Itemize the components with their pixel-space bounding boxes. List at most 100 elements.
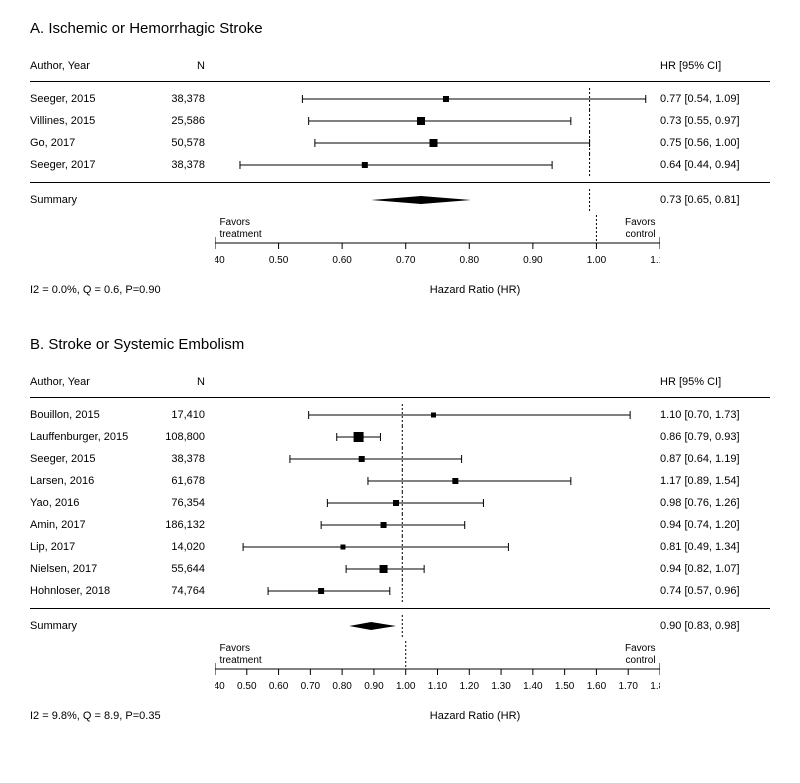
- svg-text:1.00: 1.00: [587, 255, 607, 266]
- forest-row-svg: [215, 536, 652, 558]
- study-author: Lip, 2017: [30, 541, 145, 553]
- study-hr-ci: 1.10 [0.70, 1.73]: [652, 409, 770, 421]
- svg-text:1.70: 1.70: [618, 681, 638, 692]
- svg-text:0.90: 0.90: [364, 681, 384, 692]
- study-author: Lauffenburger, 2015: [30, 431, 145, 443]
- study-hr-ci: 0.75 [0.56, 1.00]: [652, 137, 770, 149]
- study-hr-ci: 0.74 [0.57, 0.96]: [652, 585, 770, 597]
- forest-row-svg: [215, 448, 652, 470]
- summary-label: Summary: [30, 620, 145, 632]
- study-author: Yao, 2016: [30, 497, 145, 509]
- study-n: 74,764: [145, 585, 215, 597]
- heterogeneity-stats: I2 = 0.0%, Q = 0.6, P=0.90: [30, 284, 290, 296]
- summary-diamond-svg: [215, 189, 652, 211]
- study-hr-ci: 0.94 [0.82, 1.07]: [652, 563, 770, 575]
- study-row: Amin, 2017 186,132 0.94 [0.74, 1.20]: [30, 514, 770, 536]
- svg-text:1.50: 1.50: [555, 681, 575, 692]
- study-row: Yao, 2016 76,354 0.98 [0.76, 1.26]: [30, 492, 770, 514]
- study-row: Bouillon, 2015 17,410 1.10 [0.70, 1.73]: [30, 404, 770, 426]
- axis-area: Favors treatment Favors control 0.40 0.5…: [30, 641, 770, 696]
- study-hr-ci: 0.87 [0.64, 1.19]: [652, 453, 770, 465]
- forest-row-svg: [215, 154, 652, 176]
- svg-text:0.60: 0.60: [332, 255, 352, 266]
- favors-treatment: Favors: [219, 217, 250, 228]
- summary-hr-ci: 0.90 [0.83, 0.98]: [652, 620, 770, 632]
- forest-plot-panel: A. Ischemic or Hemorrhagic Stroke Author…: [30, 20, 770, 296]
- study-row: Hohnloser, 2018 74,764 0.74 [0.57, 0.96]: [30, 580, 770, 602]
- forest-row-svg: [215, 470, 652, 492]
- study-n: 61,678: [145, 475, 215, 487]
- study-n: 76,354: [145, 497, 215, 509]
- forest-row-svg: [215, 404, 652, 426]
- summary-diamond: [371, 196, 471, 204]
- svg-text:treatment: treatment: [219, 655, 261, 666]
- svg-text:1.40: 1.40: [523, 681, 543, 692]
- svg-text:0.50: 0.50: [269, 255, 289, 266]
- svg-text:1.30: 1.30: [491, 681, 511, 692]
- svg-text:0.80: 0.80: [332, 681, 352, 692]
- svg-text:1.10: 1.10: [428, 681, 448, 692]
- study-n: 108,800: [145, 431, 215, 443]
- axis-label: Hazard Ratio (HR): [290, 710, 660, 722]
- study-n: 17,410: [145, 409, 215, 421]
- study-n: 38,378: [145, 159, 215, 171]
- svg-text:1.00: 1.00: [396, 681, 416, 692]
- study-row: Seeger, 2017 38,378 0.64 [0.44, 0.94]: [30, 154, 770, 176]
- forest-row-svg: [215, 514, 652, 536]
- axis-area: Favors treatment Favors control 0.40 0.5…: [30, 215, 770, 270]
- study-row: Villines, 2015 25,586 0.73 [0.55, 0.97]: [30, 110, 770, 132]
- svg-text:0.80: 0.80: [460, 255, 480, 266]
- study-author: Seeger, 2015: [30, 93, 145, 105]
- header-n: N: [145, 60, 215, 72]
- study-author: Bouillon, 2015: [30, 409, 145, 421]
- study-hr-ci: 0.64 [0.44, 0.94]: [652, 159, 770, 171]
- study-n: 14,020: [145, 541, 215, 553]
- study-hr-ci: 0.98 [0.76, 1.26]: [652, 497, 770, 509]
- header-author: Author, Year: [30, 60, 145, 72]
- axis-label: Hazard Ratio (HR): [290, 284, 660, 296]
- summary-row: Summary 0.73 [0.65, 0.81]: [30, 189, 770, 211]
- study-hr-ci: 1.17 [0.89, 1.54]: [652, 475, 770, 487]
- study-author: Nielsen, 2017: [30, 563, 145, 575]
- svg-text:0.70: 0.70: [301, 681, 321, 692]
- header-row: Author, Year N HR [95% CI]: [30, 371, 770, 398]
- svg-text:1.60: 1.60: [587, 681, 607, 692]
- svg-text:0.70: 0.70: [396, 255, 416, 266]
- study-hr-ci: 0.73 [0.55, 0.97]: [652, 115, 770, 127]
- study-row: Lauffenburger, 2015 108,800 0.86 [0.79, …: [30, 426, 770, 448]
- forest-row-svg: [215, 492, 652, 514]
- study-hr-ci: 0.81 [0.49, 1.34]: [652, 541, 770, 553]
- favors-control: Favors: [625, 217, 656, 228]
- study-author: Villines, 2015: [30, 115, 145, 127]
- svg-text:0.40: 0.40: [215, 681, 225, 692]
- study-n: 186,132: [145, 519, 215, 531]
- summary-row: Summary 0.90 [0.83, 0.98]: [30, 615, 770, 637]
- header-n: N: [145, 376, 215, 388]
- svg-text:0.60: 0.60: [269, 681, 289, 692]
- study-row: Seeger, 2015 38,378 0.77 [0.54, 1.09]: [30, 88, 770, 110]
- study-hr-ci: 0.94 [0.74, 1.20]: [652, 519, 770, 531]
- study-n: 38,378: [145, 93, 215, 105]
- header-row: Author, Year N HR [95% CI]: [30, 55, 770, 82]
- favors-control: Favors: [625, 643, 656, 654]
- study-author: Amin, 2017: [30, 519, 145, 531]
- header-hr: HR [95% CI]: [652, 60, 770, 72]
- summary-label: Summary: [30, 194, 145, 206]
- forest-row-svg: [215, 88, 652, 110]
- forest-row-svg: [215, 426, 652, 448]
- summary-hr-ci: 0.73 [0.65, 0.81]: [652, 194, 770, 206]
- svg-text:1.80: 1.80: [650, 681, 660, 692]
- axis-svg: Favors treatment Favors control 0.40 0.5…: [215, 215, 660, 270]
- study-author: Hohnloser, 2018: [30, 585, 145, 597]
- study-n: 50,578: [145, 137, 215, 149]
- study-row: Larsen, 2016 61,678 1.17 [0.89, 1.54]: [30, 470, 770, 492]
- forest-row-svg: [215, 558, 652, 580]
- study-hr-ci: 0.77 [0.54, 1.09]: [652, 93, 770, 105]
- svg-text:control: control: [626, 655, 656, 666]
- svg-text:0.90: 0.90: [523, 255, 543, 266]
- study-hr-ci: 0.86 [0.79, 0.93]: [652, 431, 770, 443]
- study-row: Nielsen, 2017 55,644 0.94 [0.82, 1.07]: [30, 558, 770, 580]
- svg-text:1.10: 1.10: [650, 255, 660, 266]
- favors-treatment: Favors: [219, 643, 250, 654]
- forest-row-svg: [215, 132, 652, 154]
